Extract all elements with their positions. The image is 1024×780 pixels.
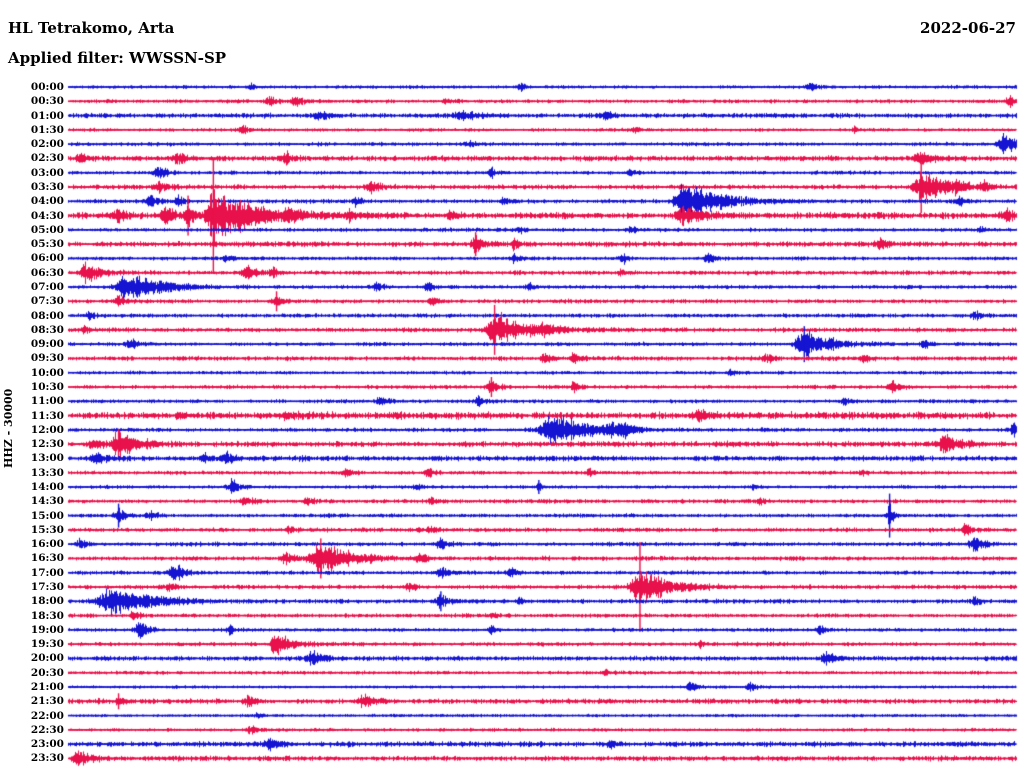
time-label: 09:30 xyxy=(30,352,64,365)
time-label: 03:00 xyxy=(30,166,64,179)
time-label: 01:00 xyxy=(30,109,64,122)
time-label: 08:30 xyxy=(30,323,64,336)
time-label: 07:30 xyxy=(30,295,64,308)
time-label: 10:30 xyxy=(30,381,64,393)
time-label: 17:00 xyxy=(30,566,64,579)
time-label: 20:00 xyxy=(30,652,64,665)
time-label: 09:00 xyxy=(30,338,64,351)
time-label: 05:00 xyxy=(30,223,64,236)
time-label: 11:00 xyxy=(30,395,64,408)
time-label: 07:00 xyxy=(30,281,64,293)
time-label: 23:30 xyxy=(30,752,64,765)
time-label: 12:30 xyxy=(30,438,64,451)
time-label: 15:30 xyxy=(30,523,64,536)
time-label: 03:30 xyxy=(30,181,64,193)
time-label: 19:30 xyxy=(30,638,64,651)
time-label: 22:30 xyxy=(30,723,64,736)
time-label: 04:30 xyxy=(30,209,64,222)
time-label: 06:00 xyxy=(30,252,64,265)
time-label: 11:30 xyxy=(30,409,64,422)
time-label: 20:30 xyxy=(30,666,64,679)
time-label: 08:00 xyxy=(30,309,64,322)
time-label: 21:00 xyxy=(30,681,64,693)
time-label: 14:30 xyxy=(30,495,64,508)
time-label: 06:30 xyxy=(30,266,64,279)
time-label: 00:30 xyxy=(30,95,64,108)
time-label: 01:30 xyxy=(30,123,64,136)
time-label: 18:00 xyxy=(30,595,64,608)
time-label: 16:00 xyxy=(30,538,64,551)
time-label: 13:30 xyxy=(30,466,64,479)
time-label: 00:00 xyxy=(30,81,64,93)
time-axis-labels: 00:00 00:30 01:00 01:30 02:00 02:30 03:00 03:30… xyxy=(0,0,64,780)
time-label: 02:00 xyxy=(30,138,64,151)
time-label: 21:30 xyxy=(30,695,64,708)
time-label: 13:00 xyxy=(30,452,64,465)
time-label: 19:00 xyxy=(30,623,64,636)
time-label: 05:30 xyxy=(30,238,64,251)
time-label: 17:30 xyxy=(30,581,64,593)
time-label: 14:00 xyxy=(30,481,64,493)
time-label: 16:30 xyxy=(30,552,64,565)
time-label: 22:00 xyxy=(30,709,64,722)
time-label: 15:00 xyxy=(30,509,64,522)
time-label: 02:30 xyxy=(30,152,64,165)
time-label: 04:00 xyxy=(30,195,64,208)
time-label: 23:00 xyxy=(30,738,64,751)
time-label: 10:00 xyxy=(30,366,64,379)
time-label: 12:00 xyxy=(30,423,64,436)
time-label: 18:30 xyxy=(30,609,64,622)
